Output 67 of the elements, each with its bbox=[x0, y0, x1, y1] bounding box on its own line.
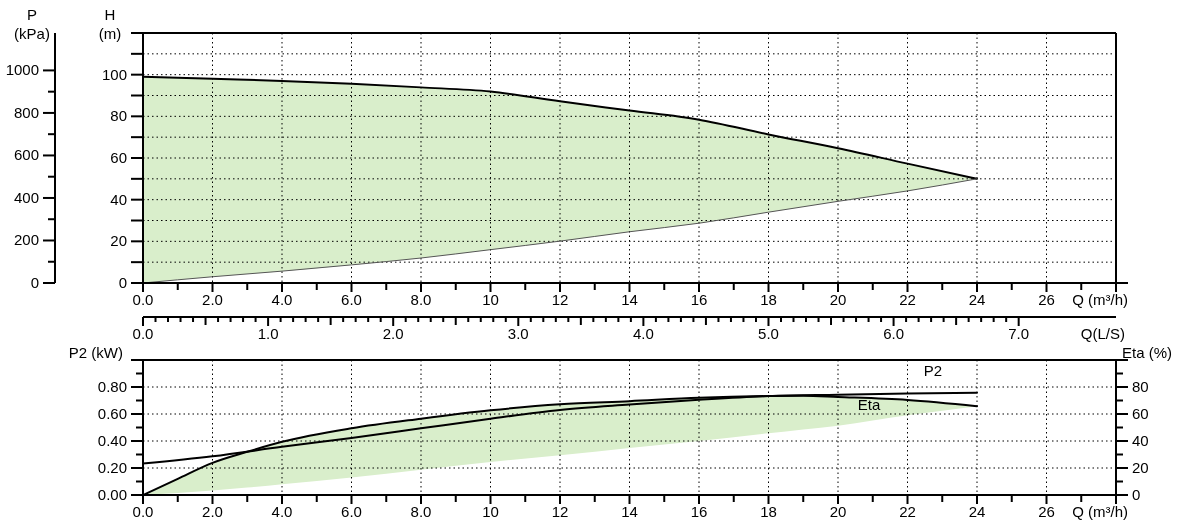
y2-tick-label: 1000 bbox=[5, 61, 39, 79]
x-tick-label: 20 bbox=[829, 503, 847, 520]
x-tick-label: 14 bbox=[621, 291, 638, 308]
y2-tick-label: 40 bbox=[1132, 432, 1149, 449]
y-tick-label: 0.60 bbox=[97, 405, 127, 422]
y-tick-label: 0 bbox=[118, 274, 127, 291]
x-tick-label: 8.0 bbox=[410, 291, 432, 308]
x-tick-label: 6.0 bbox=[341, 503, 362, 520]
x-tick-label: 0.0 bbox=[132, 291, 154, 308]
y2-axis-title: P (kPa) bbox=[14, 6, 50, 42]
x2-tick-label: 6.0 bbox=[883, 325, 905, 342]
x-tick-label: 22 bbox=[899, 291, 916, 308]
y-tick-label: 80 bbox=[110, 107, 127, 125]
x-tick-label: 12 bbox=[551, 291, 569, 308]
x-tick-label: 24 bbox=[968, 503, 986, 520]
x-tick-label: 4.0 bbox=[271, 291, 293, 308]
x-tick-label: 10 bbox=[482, 291, 499, 308]
y2-tick-label: 0 bbox=[30, 274, 39, 291]
series-label: P2 bbox=[923, 361, 943, 379]
x-tick-label: 6.0 bbox=[341, 291, 362, 308]
y-tick-label: 0.40 bbox=[97, 432, 127, 449]
x-tick-label: 12 bbox=[551, 503, 569, 520]
x-tick-label: 24 bbox=[968, 291, 986, 308]
x-tick-label: 2.0 bbox=[202, 503, 223, 520]
y-tick-label: 20 bbox=[110, 232, 127, 250]
y-tick-label: 60 bbox=[110, 149, 127, 166]
x2-tick-label: 7.0 bbox=[1008, 325, 1030, 342]
x-tick-label: 26 bbox=[1038, 291, 1055, 308]
x-tick-label: 18 bbox=[760, 291, 777, 308]
x-tick-label: 16 bbox=[690, 291, 708, 308]
x2-tick-label: 4.0 bbox=[632, 325, 654, 342]
x-tick-label: 18 bbox=[760, 503, 777, 520]
x2-tick-label: 5.0 bbox=[758, 325, 779, 342]
x2-tick-label: 1.0 bbox=[257, 325, 279, 342]
x-tick-label: 22 bbox=[899, 503, 916, 520]
x-axis-title: Q (m³/h) bbox=[1072, 291, 1128, 308]
x-tick-label: 20 bbox=[829, 291, 847, 308]
x-axis-title: Q (m³/h) bbox=[1072, 503, 1128, 520]
x2-axis-title: Q(L/S) bbox=[1080, 325, 1125, 342]
series-label: Eta bbox=[857, 396, 881, 414]
y2-tick-label: 800 bbox=[13, 103, 39, 121]
y-axis-title: H (m) bbox=[98, 6, 122, 42]
y-tick-label: 0.20 bbox=[97, 459, 127, 476]
y-tick-label: 0.80 bbox=[97, 378, 127, 395]
y2-tick-label: 20 bbox=[1132, 459, 1149, 476]
x2-tick-label: 2.0 bbox=[382, 325, 404, 342]
x-tick-label: 4.0 bbox=[271, 503, 293, 520]
x-tick-label: 8.0 bbox=[410, 503, 432, 520]
y2-tick-label: 400 bbox=[13, 188, 39, 206]
y2-tick-label: 0 bbox=[1132, 486, 1141, 503]
x-tick-label: 14 bbox=[621, 503, 638, 520]
y2-axis-title: Eta (%) bbox=[1122, 344, 1173, 361]
x-tick-label: 16 bbox=[690, 503, 708, 520]
y-tick-label: 40 bbox=[110, 190, 127, 208]
y2-tick-label: 60 bbox=[1132, 405, 1149, 422]
x-tick-label: 26 bbox=[1038, 503, 1055, 520]
x2-tick-label: 0.0 bbox=[132, 325, 154, 342]
x2-tick-label: 3.0 bbox=[507, 325, 529, 342]
y2-tick-label: 200 bbox=[13, 231, 39, 249]
y-axis-title: P2 (kW) bbox=[68, 344, 123, 361]
x-tick-label: 10 bbox=[482, 503, 499, 520]
y-tick-label: 0.00 bbox=[97, 486, 127, 503]
x-tick-label: 0.0 bbox=[132, 503, 154, 520]
y2-tick-label: 80 bbox=[1132, 378, 1149, 395]
y2-tick-label: 600 bbox=[13, 146, 39, 164]
y-tick-label: 100 bbox=[101, 65, 127, 83]
x-tick-label: 2.0 bbox=[202, 291, 223, 308]
